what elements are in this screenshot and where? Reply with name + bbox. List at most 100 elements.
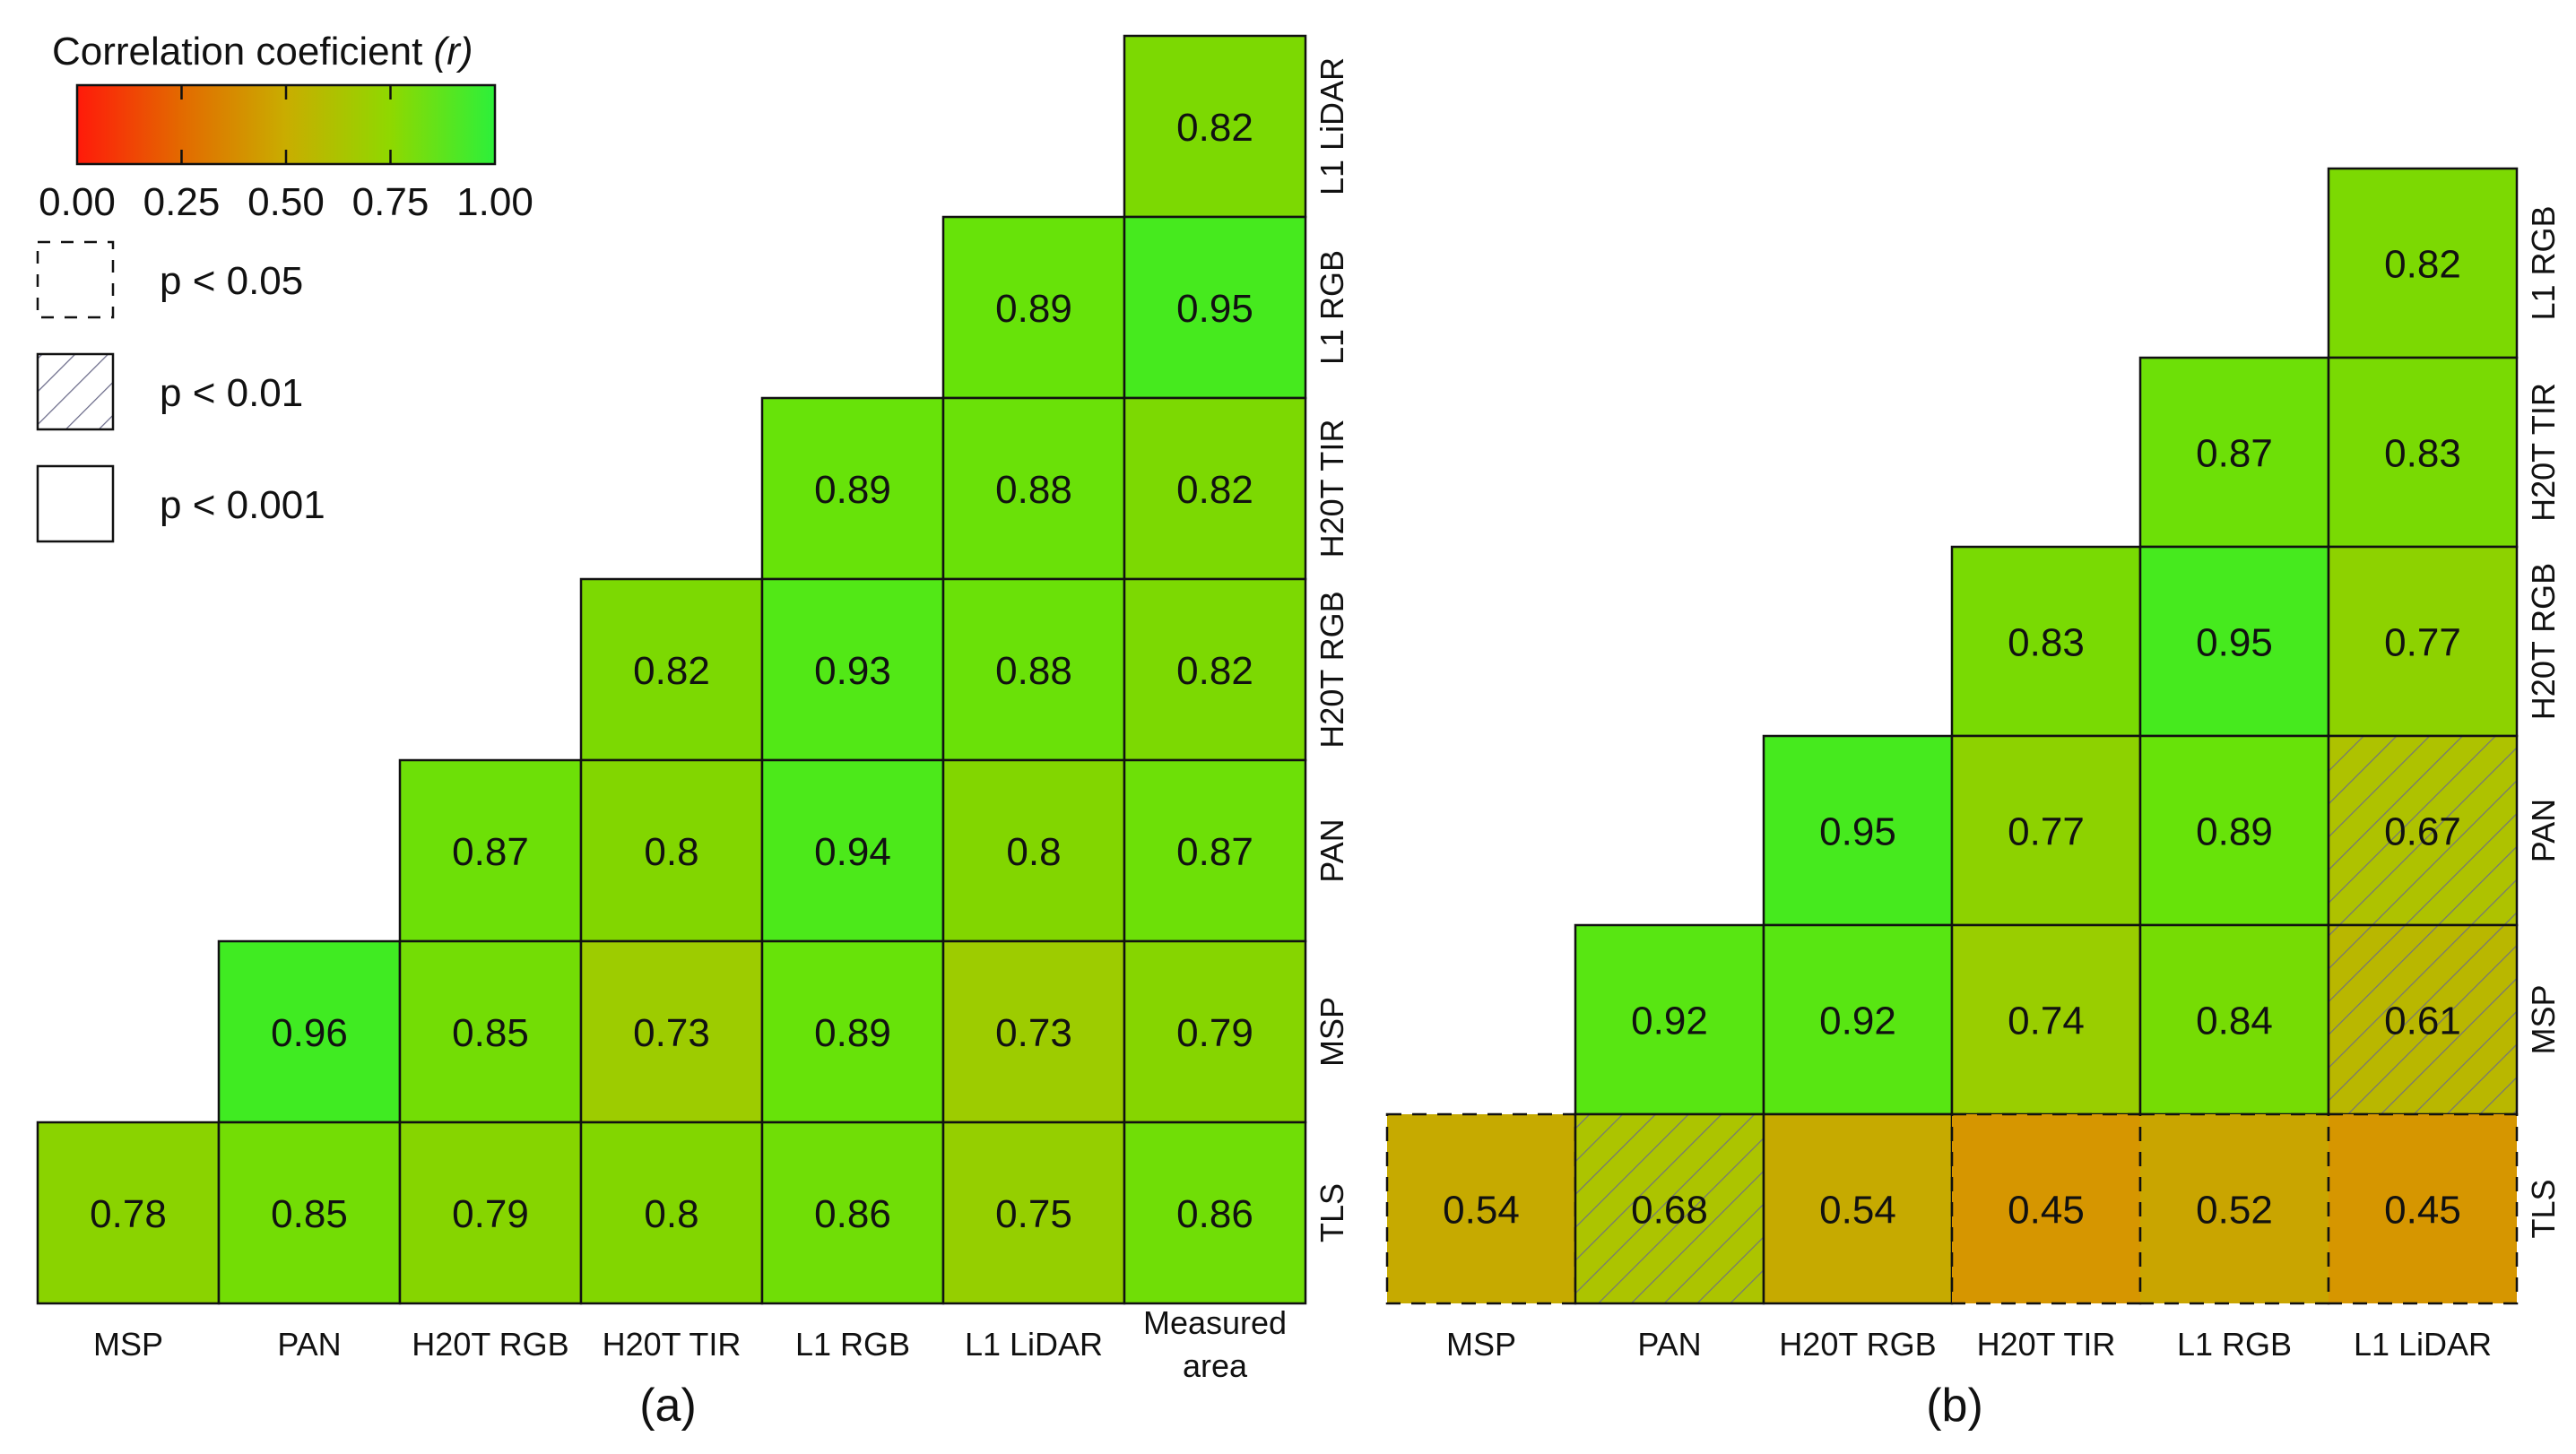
y-axis-label: TLS — [1314, 1183, 1350, 1242]
cell-hatch — [2329, 925, 2517, 1114]
cell-value: 0.92 — [1631, 1000, 1708, 1043]
heatmap-cell: 0.93 — [760, 577, 945, 762]
cell-value: 0.92 — [1819, 1000, 1896, 1043]
heatmap-cell: 0.82 — [579, 577, 764, 762]
heatmap-cell: 0.54 — [1385, 1112, 1577, 1305]
cell-fill — [400, 760, 581, 941]
cell-fill — [943, 217, 1124, 398]
cell-fill — [2140, 1114, 2329, 1303]
legend-swatch-hatched — [36, 352, 115, 431]
significance-legend: p < 0.05 p < 0.01 p < 0.001 — [36, 240, 325, 543]
heatmap-cell: 0.8 — [579, 1121, 764, 1305]
panel-a-cells: 0.82 0.89 0.95 0.89 0.88 0.82 0.82 0.93 0.88 0.82… — [36, 34, 1307, 1305]
cell-fill — [2140, 736, 2329, 925]
cell-fill — [943, 579, 1124, 760]
legend-title: Correlation coeficient (r) — [52, 30, 473, 74]
cell-value: 0.95 — [1819, 810, 1896, 854]
y-axis-label: PAN — [2525, 799, 2562, 862]
cell-value: 0.89 — [814, 468, 891, 512]
heatmap-cell: 0.87 — [398, 758, 583, 943]
y-axis-label: H20T TIR — [1314, 420, 1350, 558]
y-axis-label: MSP — [2525, 984, 2562, 1054]
cell-value: 0.88 — [995, 468, 1072, 512]
heatmap-cell: 0.85 — [217, 1121, 402, 1305]
heatmap-cell: 0.77 — [1950, 734, 2142, 927]
cell-value: 0.78 — [90, 1192, 167, 1236]
x-axis-label: H20T TIR — [603, 1326, 742, 1363]
heatmap-cell: 0.82 — [1123, 577, 1307, 762]
cell-fill — [1952, 736, 2140, 925]
cell-fill — [762, 398, 943, 579]
y-axis-label: H20T RGB — [2525, 563, 2562, 720]
cell-value: 0.82 — [1176, 649, 1253, 693]
heatmap-panel-a: 0.82 0.89 0.95 0.89 0.88 0.82 0.82 0.93 0.88 0.82… — [36, 34, 1350, 1432]
cell-border — [2327, 1112, 2519, 1305]
heatmap-cell: 0.85 — [398, 939, 583, 1124]
cell-value: 0.85 — [271, 1192, 348, 1236]
cell-fill — [2329, 169, 2517, 358]
panel-b-y-labels: L1 RGB H20T TIR H20T RGB PAN MSP TLS — [2525, 205, 2562, 1238]
x-axis-label: L1 RGB — [795, 1326, 910, 1363]
cell-fill — [1124, 1122, 1305, 1303]
cell-fill — [219, 941, 400, 1122]
cell-fill — [1124, 941, 1305, 1122]
cell-fill — [943, 941, 1124, 1122]
cell-value: 0.82 — [1176, 106, 1253, 150]
x-axis-label: MSP — [1446, 1326, 1516, 1363]
heatmap-cell: 0.89 — [2138, 734, 2330, 927]
heatmap-cell: 0.73 — [941, 939, 1126, 1124]
cell-fill — [943, 1122, 1124, 1303]
cell-value: 0.87 — [1176, 830, 1253, 874]
heatmap-cell: 0.8 — [941, 758, 1126, 943]
legend-item-label: p < 0.01 — [160, 371, 303, 415]
cell-fill — [581, 579, 762, 760]
cell-value: 0.77 — [2384, 621, 2461, 665]
heatmap-cell: 0.68 — [1574, 1112, 1765, 1305]
cell-fill — [1124, 760, 1305, 941]
heatmap-cell: 0.87 — [1123, 758, 1307, 943]
cell-fill — [581, 1122, 762, 1303]
cell-value: 0.52 — [2196, 1189, 2273, 1233]
cell-value: 0.89 — [2196, 810, 2273, 854]
cell-value: 0.8 — [644, 1192, 698, 1236]
heatmap-cell: 0.84 — [2138, 923, 2330, 1116]
cell-value: 0.45 — [2008, 1189, 2085, 1233]
y-axis-label: L1 LiDAR — [1314, 57, 1350, 195]
cell-value: 0.68 — [1631, 1189, 1708, 1233]
heatmap-cell: 0.82 — [1123, 396, 1307, 581]
cell-value: 0.54 — [1443, 1189, 1520, 1233]
cell-fill — [1952, 925, 2140, 1114]
heatmap-cell: 0.89 — [760, 939, 945, 1124]
colorbar-tick-label: 0.50 — [247, 180, 325, 224]
heatmap-cell: 0.88 — [941, 577, 1126, 762]
y-axis-label: TLS — [2525, 1179, 2562, 1238]
cell-fill — [1952, 547, 2140, 736]
heatmap-cell: 0.87 — [2138, 356, 2330, 549]
cell-fill — [1952, 1114, 2140, 1303]
cell-fill — [762, 1122, 943, 1303]
cell-value: 0.85 — [452, 1011, 529, 1055]
heatmap-cell: 0.94 — [760, 758, 945, 943]
cell-value: 0.88 — [995, 649, 1072, 693]
heatmap-cell: 0.67 — [2327, 734, 2519, 927]
heatmap-cell: 0.86 — [1123, 1121, 1307, 1305]
cell-fill — [400, 1122, 581, 1303]
cell-value: 0.86 — [814, 1192, 891, 1236]
cell-value: 0.82 — [633, 649, 710, 693]
cell-fill — [1764, 925, 1952, 1114]
cell-fill — [1387, 1114, 1575, 1303]
cell-value: 0.83 — [2384, 432, 2461, 476]
cell-fill — [762, 579, 943, 760]
cell-fill — [943, 398, 1124, 579]
cell-border — [1123, 1121, 1307, 1305]
cell-value: 0.75 — [995, 1192, 1072, 1236]
heatmap-cell: 0.75 — [941, 1121, 1126, 1305]
x-axis-label: L1 RGB — [2177, 1326, 2292, 1363]
heatmap-cell: 0.79 — [398, 1121, 583, 1305]
heatmap-cell: 0.89 — [941, 215, 1126, 400]
y-axis-label: PAN — [1314, 818, 1350, 882]
panel-b-cells: 0.82 0.87 0.83 0.83 0.95 0.77 0.95 0.77 0.89 0.67… — [1385, 167, 2519, 1305]
cell-fill — [219, 1122, 400, 1303]
cell-fill — [1124, 217, 1305, 398]
heatmap-cell: 0.79 — [1123, 939, 1307, 1124]
